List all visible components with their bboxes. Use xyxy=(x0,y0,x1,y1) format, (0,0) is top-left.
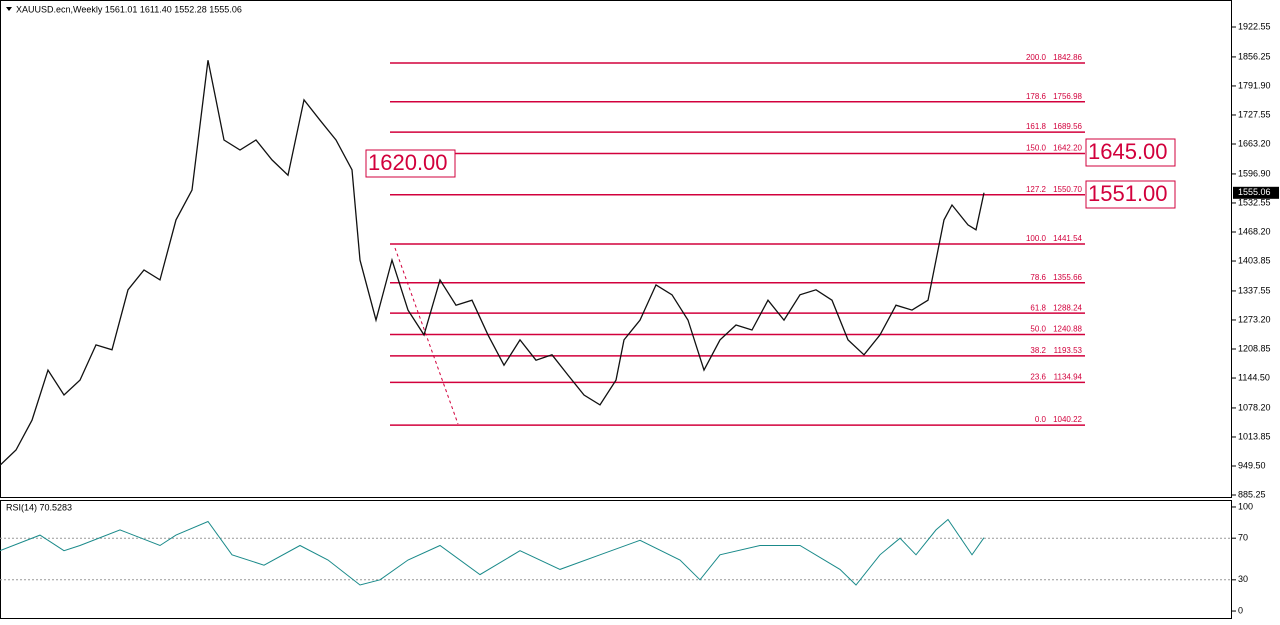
y-tick-label: 1922.55 xyxy=(1238,21,1271,31)
y-tick-label: 949.50 xyxy=(1238,460,1266,470)
fib-price: 1642.20 xyxy=(1053,144,1082,153)
y-tick-label: 1532.55 xyxy=(1238,197,1271,207)
price-panel xyxy=(0,0,1232,498)
y-tick-label: 100 xyxy=(1238,501,1253,511)
last-price-label: 1555.06 xyxy=(1238,187,1271,197)
fib-price: 1288.24 xyxy=(1053,303,1082,312)
fib-ratio: 61.8 xyxy=(1030,303,1046,312)
fib-price: 1441.54 xyxy=(1053,234,1082,243)
fib-ratio: 127.2 xyxy=(1026,185,1047,194)
annotation: 1551.00 xyxy=(1088,181,1168,206)
fib-price: 1550.70 xyxy=(1053,185,1082,194)
rsi-title: RSI(14) 70.5283 xyxy=(6,502,72,512)
y-tick-label: 885.25 xyxy=(1238,489,1266,499)
fib-price: 1240.88 xyxy=(1053,325,1082,334)
y-tick-label: 1727.55 xyxy=(1238,109,1271,119)
y-tick-label: 1856.25 xyxy=(1238,51,1271,61)
fib-ratio: 178.6 xyxy=(1026,92,1047,101)
fib-ratio: 78.6 xyxy=(1030,273,1046,282)
menu-arrow[interactable] xyxy=(6,7,12,11)
y-tick-label: 1144.50 xyxy=(1238,372,1270,382)
fib-ratio: 50.0 xyxy=(1030,325,1046,334)
y-tick-label: 1468.20 xyxy=(1238,226,1271,236)
fib-ratio: 0.0 xyxy=(1035,415,1047,424)
fib-price: 1689.56 xyxy=(1053,122,1082,131)
y-tick-label: 0 xyxy=(1238,605,1243,615)
y-tick-label: 1273.20 xyxy=(1238,314,1271,324)
fib-price: 1193.53 xyxy=(1054,346,1083,355)
fib-ratio: 38.2 xyxy=(1030,346,1046,355)
fib-ratio: 150.0 xyxy=(1026,144,1047,153)
y-tick-label: 1403.85 xyxy=(1238,255,1271,265)
annotation-box xyxy=(365,149,456,178)
fib-price: 1040.22 xyxy=(1053,415,1082,424)
y-tick-label: 1013.85 xyxy=(1238,431,1271,441)
annotation: 1620.00 xyxy=(368,150,448,175)
fib-ratio: 161.8 xyxy=(1026,122,1047,131)
y-tick-label: 1663.20 xyxy=(1238,138,1271,148)
y-tick-label: 70 xyxy=(1238,533,1248,543)
y-tick-label: 1078.20 xyxy=(1238,402,1271,412)
fib-price: 1355.66 xyxy=(1053,273,1082,282)
y-tick-label: 1596.90 xyxy=(1238,168,1271,178)
annotation-box xyxy=(1085,180,1176,209)
fib-price: 1756.98 xyxy=(1053,92,1082,101)
rsi-line xyxy=(0,518,985,586)
price-line xyxy=(0,60,985,466)
fib-price: 1842.86 xyxy=(1053,53,1082,62)
y-tick-label: 1208.85 xyxy=(1238,343,1271,353)
fib-ratio: 100.0 xyxy=(1026,234,1047,243)
fib-ratio: 23.6 xyxy=(1030,372,1046,381)
fib-price: 1134.94 xyxy=(1054,372,1083,381)
last-price-box xyxy=(1233,186,1279,199)
annotation: 1645.00 xyxy=(1088,139,1168,164)
fib-ratio: 200.0 xyxy=(1026,53,1047,62)
annotation-box xyxy=(1085,138,1176,167)
trend-line xyxy=(394,247,459,425)
y-tick-label: 1337.55 xyxy=(1238,285,1271,295)
rsi-panel xyxy=(0,500,1232,619)
chart-title: XAUUSD.ecn,Weekly 1561.01 1611.40 1552.2… xyxy=(16,4,242,14)
y-tick-label: 30 xyxy=(1238,574,1248,584)
y-tick-label: 1791.90 xyxy=(1238,80,1271,90)
